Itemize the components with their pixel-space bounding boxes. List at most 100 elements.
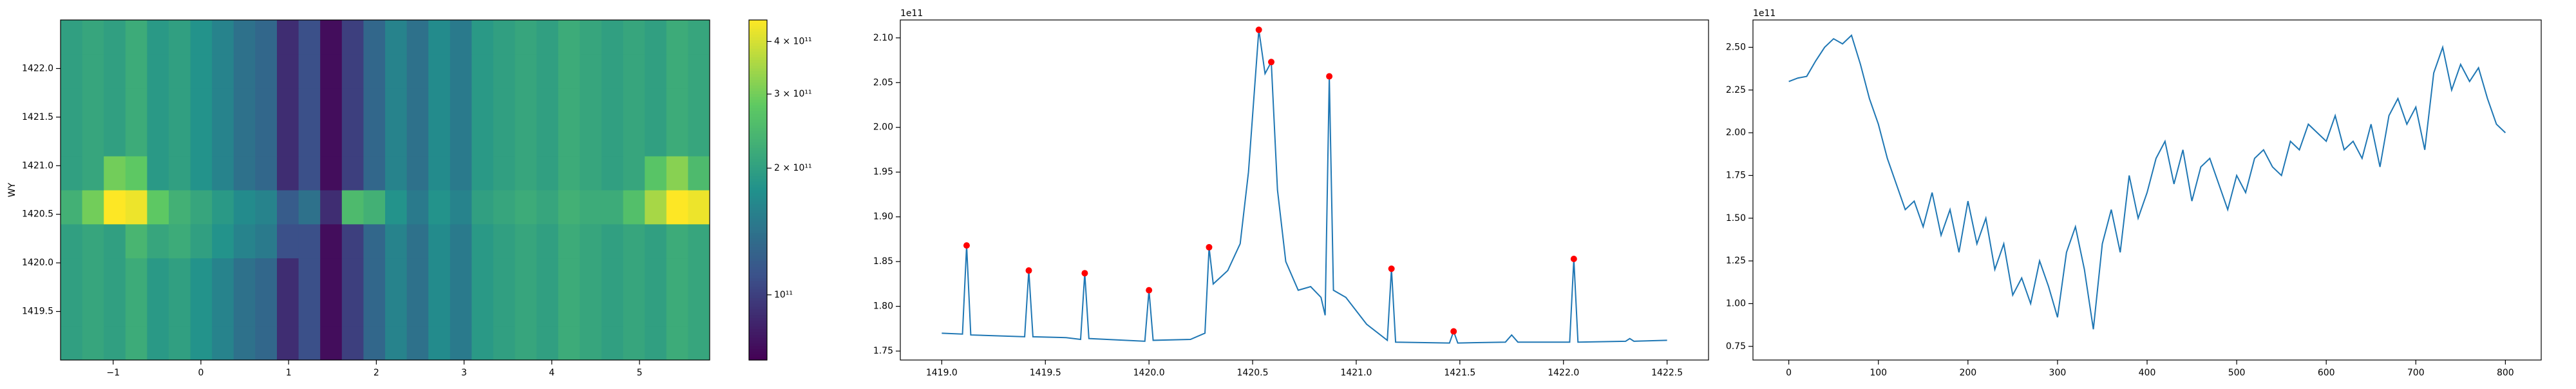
heatmap-cell [688,326,710,361]
colorbar-swatch [749,23,767,26]
heatmap-cell [580,258,602,292]
heatmap-cell [277,190,299,225]
heatmap-cell [666,292,688,327]
x-tick-label: 600 [2318,368,2335,378]
heatmap-cell [298,156,321,191]
heatmap-cell [558,258,580,292]
colorbar-swatch [749,348,767,352]
heatmap-cell [580,20,602,55]
heatmap-cell [601,156,624,191]
heatmap-cell [493,223,516,259]
heatmap-cell [688,122,710,157]
heatmap-cell [61,258,83,292]
heatmap-cell [536,258,559,292]
heatmap-cell [493,326,516,361]
heatmap-cell [558,223,580,259]
peak-marker [1025,267,1032,274]
heatmap-cell [190,190,213,225]
colorbar-swatch [749,232,767,236]
heatmap-cell [450,190,472,225]
heatmap-cell [580,88,602,122]
heatmap-cell [233,156,256,191]
heatmap-cell [580,292,602,327]
colorbar-swatch [749,247,767,250]
x-tick-label: 300 [2049,368,2067,378]
heatmap-cell [666,258,688,292]
heatmap-cell [493,190,516,225]
colorbar-swatch [749,215,767,219]
y-tick-label: 2.25 [1726,85,1746,95]
x-tick-label: 1 [286,368,292,378]
colorbar-swatch [749,119,767,122]
heatmap-cell [82,326,104,361]
colorbar-swatch [749,289,767,292]
heatmap-cell [341,292,364,327]
heatmap-cell [536,20,559,55]
heatmap-cell [212,223,234,259]
colorbar-swatch [749,272,767,276]
colorbar-swatch [749,170,767,174]
x-tick-label: 1420.0 [1133,368,1165,378]
x-tick-label: 1419.0 [926,368,958,378]
heatmap-cell [320,292,343,327]
colorbar-swatch [749,99,767,103]
heatmap-cell [406,156,429,191]
colorbar-swatch [749,204,767,207]
heatmap-cell [125,20,147,55]
colorbar-swatch [749,343,767,346]
x-tick-label: 5 [637,368,643,378]
heatmap-cell [601,223,624,259]
heatmap-cell [601,292,624,327]
heatmap-cell [406,326,429,361]
colorbar-swatch [749,51,767,55]
peak-marker [1450,328,1457,335]
heatmap-cell [363,88,386,122]
heatmap-cell [341,156,364,191]
colorbar-swatch [749,190,767,193]
heatmap-cell [298,53,321,89]
colorbar-swatch [749,173,767,176]
colorbar-swatch [749,337,767,341]
colorbar-swatch [749,312,767,316]
colorbar-swatch [749,229,767,233]
heatmap-cell [428,156,451,191]
heatmap-cell [515,20,537,55]
heatmap-cell [623,122,645,157]
y-tick-label: 1.25 [1726,256,1746,266]
heatmap-cell [169,88,191,122]
heatmap-cell [298,292,321,327]
heatmap-cell [255,190,278,225]
colorbar-swatch [749,306,767,310]
heatmap-cell [104,190,126,225]
heatmap-cell [406,292,429,327]
colorbar-swatch [749,193,767,196]
heatmap-cell [493,292,516,327]
heatmap-cell [363,190,386,225]
axes-frame [1752,19,2542,361]
heatmap-cell [320,122,343,157]
heatmap-cell [623,292,645,327]
heatmap-cell [428,292,451,327]
colorbar-swatch [749,116,767,120]
heatmap-cell [255,223,278,259]
heatmap-cell [385,223,408,259]
heatmap-cell [536,88,559,122]
colorbar-swatch [749,292,767,296]
heatmap-cell [471,53,494,89]
heatmap-cell [341,122,364,157]
heatmap-cell [363,258,386,292]
heatmap-cell [645,122,667,157]
heatmap-cell [125,122,147,157]
colorbar-swatch [749,328,767,332]
heatmap-cell [406,88,429,122]
heatmap-cell [147,292,169,327]
heatmap-cell [320,53,343,89]
heatmap-cell [406,53,429,89]
colorbar-swatch [749,156,767,160]
heatmap-cell [190,223,213,259]
heatmap-cell [298,223,321,259]
heatmap-cell [147,258,169,292]
colorbar-swatch [749,91,767,94]
heatmap-cell [82,223,104,259]
heatmap-cell [450,258,472,292]
